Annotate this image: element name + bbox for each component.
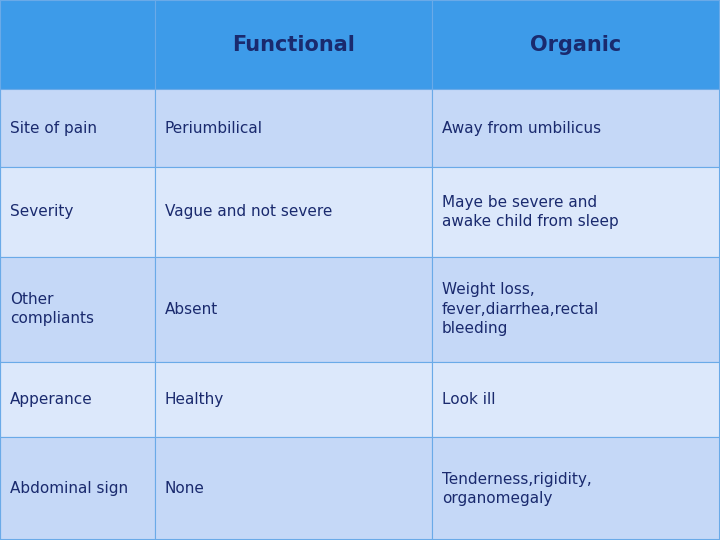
Text: Functional: Functional: [232, 35, 355, 55]
Bar: [155, 437, 432, 540]
Bar: [432, 256, 720, 362]
Text: Other
compliants: Other compliants: [10, 292, 94, 326]
Text: Absent: Absent: [165, 302, 218, 316]
Text: Apperance: Apperance: [10, 392, 93, 407]
Text: Away from umbilicus: Away from umbilicus: [442, 121, 601, 136]
Bar: [155, 256, 432, 362]
Text: Vague and not severe: Vague and not severe: [165, 205, 332, 219]
Text: Severity: Severity: [10, 205, 73, 219]
Bar: [0, 256, 155, 362]
Bar: [155, 362, 432, 437]
Text: Weight loss,
fever,diarrhea,rectal
bleeding: Weight loss, fever,diarrhea,rectal bleed…: [442, 282, 599, 336]
Bar: [0, 167, 155, 256]
Bar: [432, 0, 720, 89]
Bar: [155, 89, 432, 167]
Text: Tenderness,rigidity,
organomegaly: Tenderness,rigidity, organomegaly: [442, 471, 592, 506]
Bar: [432, 437, 720, 540]
Text: Maye be severe and
awake child from sleep: Maye be severe and awake child from slee…: [442, 195, 618, 229]
Text: Look ill: Look ill: [442, 392, 495, 407]
Bar: [0, 0, 155, 89]
Bar: [432, 362, 720, 437]
Text: Site of pain: Site of pain: [10, 121, 97, 136]
Text: Periumbilical: Periumbilical: [165, 121, 263, 136]
Text: None: None: [165, 481, 204, 496]
Bar: [155, 167, 432, 256]
Bar: [0, 89, 155, 167]
Bar: [0, 437, 155, 540]
Bar: [0, 362, 155, 437]
Text: Abdominal sign: Abdominal sign: [10, 481, 128, 496]
Bar: [155, 0, 432, 89]
Text: Healthy: Healthy: [165, 392, 224, 407]
Text: Organic: Organic: [531, 35, 621, 55]
Bar: [432, 167, 720, 256]
Bar: [432, 89, 720, 167]
